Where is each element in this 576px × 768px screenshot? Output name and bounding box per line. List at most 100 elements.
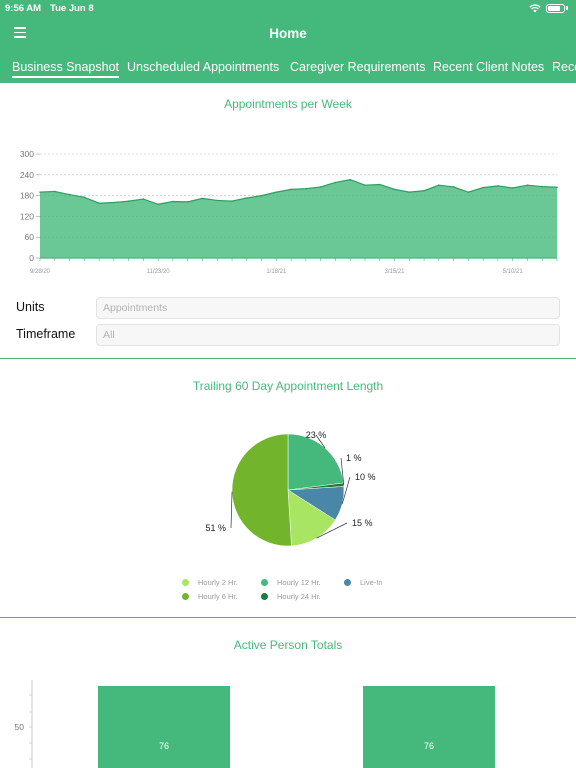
legend-label: Hourly 6 Hr.	[198, 592, 238, 601]
data-point	[497, 185, 499, 187]
pie-label-leader	[315, 434, 326, 449]
bar-value-label: 76	[159, 741, 169, 751]
y-tick-label: 300	[20, 149, 34, 159]
data-point	[319, 186, 322, 188]
tab-label: Caregiver Requirements	[290, 60, 426, 74]
data-point	[408, 191, 411, 193]
appointments-area-chart: 0 60 120 180 240 300 9/28/20 11/23/20 1/18/21 3/1…	[20, 149, 558, 275]
tab-recent-client-notes[interactable]: Recent Client Notes	[433, 60, 544, 74]
timeframe-label: Timeframe	[16, 327, 76, 341]
data-point	[83, 196, 86, 199]
tab-overflow[interactable]: Rece	[552, 60, 576, 74]
active-person-bar-chart: 50 76 76	[15, 680, 495, 768]
appointments-chart-title: Appointments per Week	[224, 97, 352, 111]
pie-slice-label: 15 %	[352, 518, 373, 528]
page-title: Home	[269, 26, 307, 41]
y-tick-label: 60	[25, 232, 35, 242]
battery-tip	[566, 6, 568, 10]
wifi-icon	[529, 3, 541, 12]
tab-label: Recent Client Notes	[433, 60, 545, 74]
appointment-length-pie-chart: 23 % 1 % 10 % 15 % 51 %	[205, 430, 376, 547]
data-point	[98, 202, 100, 205]
data-point	[113, 201, 115, 204]
section-divider	[0, 617, 576, 618]
x-tick-label: 11/23/20	[147, 269, 171, 275]
status-time: 9:56 AM	[5, 3, 42, 14]
pie-label-leader	[340, 457, 345, 485]
pie-slice-label: 1 %	[346, 453, 362, 463]
pie-slice	[231, 433, 292, 547]
data-point	[541, 185, 544, 188]
app-header: 9:56 AM Tue Jun 8 Home Business Snapshot…	[0, 0, 576, 83]
data-point	[157, 203, 159, 206]
y-tick-label: 0	[29, 253, 34, 263]
data-point	[526, 184, 529, 186]
bar-value-label: 76	[424, 741, 434, 751]
data-point	[452, 186, 455, 188]
active-tab-indicator	[12, 76, 120, 78]
tab-business-snapshot[interactable]: Business Snapshot	[12, 60, 120, 78]
data-point	[53, 190, 56, 193]
legend-label: Live-In	[360, 578, 383, 587]
status-icons	[529, 2, 568, 14]
x-tick-label: 3/15/21	[384, 269, 405, 275]
tab-unscheduled-appointments[interactable]: Unscheduled Appointments	[127, 60, 279, 74]
data-point	[305, 187, 307, 190]
pie-slice	[287, 433, 344, 491]
data-point	[511, 187, 514, 189]
data-point	[186, 201, 189, 203]
bar	[98, 686, 230, 768]
legend-swatch	[261, 593, 268, 600]
area-fill	[40, 179, 557, 258]
tab-caregiver-requirements[interactable]: Caregiver Requirements	[290, 60, 425, 74]
y-tick-label: 240	[20, 170, 34, 180]
y-tick-label: 180	[20, 191, 34, 201]
pie-slice	[287, 489, 336, 547]
data-point	[142, 198, 145, 200]
hamburger-menu-icon[interactable]	[14, 27, 26, 39]
x-tick-label: 5/10/21	[503, 269, 524, 275]
tab-label: Unscheduled Appointments	[127, 60, 280, 74]
section-divider	[0, 358, 576, 359]
data-point	[482, 186, 484, 189]
timeframe-select[interactable]: All	[96, 324, 560, 346]
legend-swatch	[182, 579, 189, 586]
tab-bar: Business Snapshot Unscheduled Appointmen…	[0, 60, 576, 82]
data-point	[378, 183, 381, 186]
data-point	[127, 200, 130, 202]
data-point	[438, 184, 440, 186]
data-point	[172, 200, 174, 203]
pie-slice-label: 23 %	[306, 430, 327, 440]
data-point	[68, 193, 71, 196]
data-point	[334, 181, 337, 184]
data-point	[393, 188, 396, 191]
legend-swatch	[182, 593, 189, 600]
data-point	[290, 188, 292, 191]
data-point	[349, 178, 352, 181]
units-label: Units	[16, 300, 45, 314]
data-point	[275, 191, 278, 193]
units-select[interactable]: Appointments	[96, 297, 560, 319]
data-point	[246, 197, 248, 199]
y-tick-label: 50	[15, 722, 25, 732]
bar	[363, 686, 495, 768]
status-date: Tue Jun 8	[50, 3, 94, 14]
data-point	[423, 189, 425, 192]
data-point	[216, 199, 219, 202]
legend-swatch	[344, 579, 351, 586]
data-point	[260, 194, 263, 197]
pie-slice-label: 10 %	[355, 472, 376, 482]
pie-label-leader	[316, 522, 348, 539]
data-point	[39, 191, 41, 193]
legend-swatch	[261, 579, 268, 586]
legend-label: Hourly 2 Hr.	[198, 578, 238, 587]
battery-icon	[546, 3, 565, 13]
legend-label: Hourly 24 Hr.	[277, 592, 321, 601]
tab-label: Business Snapshot	[12, 60, 120, 74]
pie-chart-title: Trailing 60 Day Appointment Length	[192, 379, 384, 393]
pie-label-leader	[230, 491, 233, 529]
y-tick-label: 120	[20, 211, 34, 221]
x-tick-label: 9/28/20	[30, 269, 51, 275]
data-point	[364, 184, 366, 186]
data-point	[201, 197, 204, 200]
